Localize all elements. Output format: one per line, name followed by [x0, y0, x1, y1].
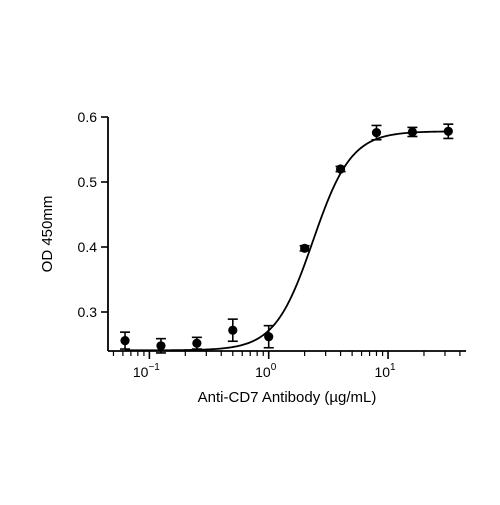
data-points-group: [120, 123, 454, 354]
x-tick-exponent: −1: [148, 362, 160, 373]
x-tick-base: 10: [255, 364, 271, 380]
data-point: [335, 164, 346, 174]
data-point: [300, 243, 310, 253]
data-point: [228, 325, 238, 335]
x-axis-title: Anti-CD7 Antibody (µg/mL): [198, 389, 377, 406]
y-tick-label: 0.6: [78, 109, 98, 125]
y-axis-title: OD 450mm: [39, 196, 56, 273]
data-point: [443, 126, 453, 136]
fit-curve-group: [125, 130, 449, 352]
x-tick-base: 10: [374, 364, 390, 380]
x-tick-base: 10: [133, 364, 149, 380]
data-point: [192, 338, 202, 348]
data-point: [407, 127, 418, 137]
x-tick-exponent: 0: [271, 362, 277, 373]
data-point: [156, 341, 166, 351]
fit-curve: [125, 130, 449, 352]
y-tick-label: 0.4: [78, 239, 98, 255]
data-point: [120, 336, 130, 346]
x-tick-label: 101: [374, 362, 396, 380]
y-tick-label: 0.5: [78, 174, 98, 190]
x-tick-label: 100: [255, 362, 277, 380]
data-point: [264, 332, 274, 342]
data-point: [371, 128, 382, 138]
x-tick-exponent: 1: [390, 362, 396, 373]
x-tick-label: 10−1: [133, 362, 160, 380]
y-tick-label: 0.3: [78, 304, 98, 320]
